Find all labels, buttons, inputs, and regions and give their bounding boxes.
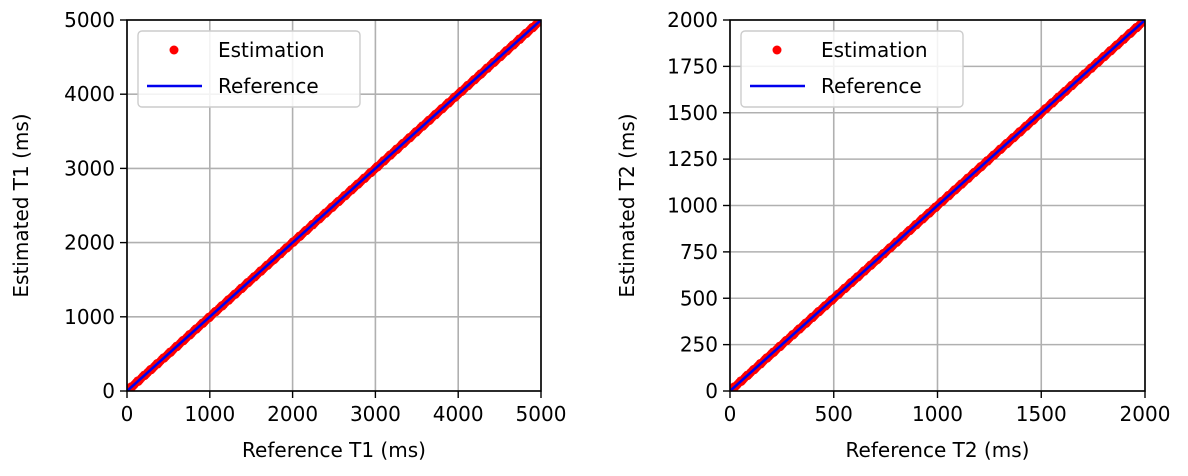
legend-label-estimation: Estimation — [821, 38, 928, 62]
y-tick-label: 3000 — [64, 156, 115, 180]
y-tick-label: 2000 — [64, 231, 115, 255]
y-tick-label: 1000 — [667, 194, 718, 218]
x-tick-label: 4000 — [433, 402, 484, 426]
y-tick-label: 1750 — [667, 54, 718, 78]
chart-t1: 0 1000 2000 3000 4000 5000 0 1000 2000 3000 4000 50… — [9, 8, 566, 462]
legend-label-reference: Reference — [821, 74, 922, 98]
legend-marker-estimation — [169, 45, 179, 55]
reference-line — [730, 20, 1145, 391]
y-axis-label: Estimated T2 (ms) — [615, 113, 639, 297]
legend-marker-estimation — [772, 45, 782, 55]
legend: Estimation Reference — [137, 30, 361, 108]
legend-label-reference: Reference — [218, 74, 319, 98]
legend-box — [740, 30, 964, 108]
y-tick-label: 1000 — [64, 305, 115, 329]
y-tick-label: 250 — [680, 333, 718, 357]
y-tick-label: 1500 — [667, 101, 718, 125]
y-tick-label: 750 — [680, 240, 718, 264]
y-tick-label: 1250 — [667, 147, 718, 171]
x-tick-label: 1000 — [912, 402, 963, 426]
x-tick-label: 2000 — [1120, 402, 1171, 426]
x-tick-label: 3000 — [350, 402, 401, 426]
legend-box — [137, 30, 361, 108]
x-tick-label: 1500 — [1016, 402, 1067, 426]
y-tick-label: 4000 — [64, 82, 115, 106]
x-tick-label: 500 — [815, 402, 853, 426]
x-tick-label: 2000 — [267, 402, 318, 426]
y-tick-label: 500 — [680, 286, 718, 310]
x-tick-label: 0 — [121, 402, 134, 426]
plot-area — [730, 20, 1145, 391]
reference-line — [127, 20, 541, 391]
chart-t2: 0 500 1000 1500 2000 0 250 500 750 1000 1250 1500 17… — [615, 8, 1170, 462]
x-tick-label: 0 — [724, 402, 737, 426]
legend-label-estimation: Estimation — [218, 38, 325, 62]
x-tick-label: 5000 — [516, 402, 567, 426]
y-tick-label: 2000 — [667, 8, 718, 32]
x-axis-label: Reference T1 (ms) — [242, 438, 426, 462]
plot-area — [127, 20, 541, 391]
legend: Estimation Reference — [740, 30, 964, 108]
y-tick-label: 0 — [705, 379, 718, 403]
axes-frame — [126, 19, 542, 392]
x-axis-label: Reference T2 (ms) — [846, 438, 1030, 462]
x-tick-label: 1000 — [184, 402, 235, 426]
y-tick-label: 5000 — [64, 8, 115, 32]
y-axis-label: Estimated T1 (ms) — [9, 113, 33, 297]
y-tick-label: 0 — [102, 379, 115, 403]
